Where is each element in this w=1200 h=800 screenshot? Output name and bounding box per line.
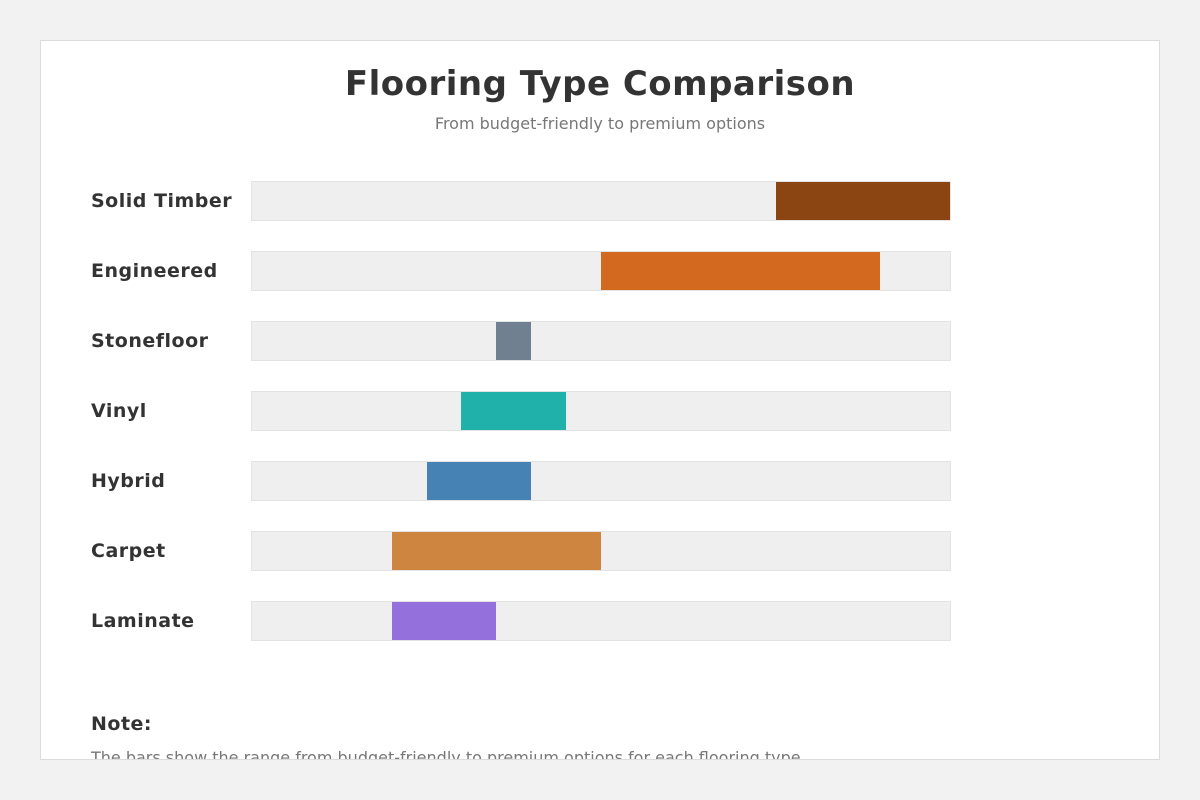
bar-track [251, 251, 951, 291]
note-section: Note: The bars show the range from budge… [41, 711, 1159, 760]
range-bar [391, 532, 601, 570]
chart-row: Laminate [41, 601, 1159, 641]
bar-track [251, 391, 951, 431]
range-bar [426, 462, 532, 500]
range-bar [775, 182, 950, 220]
category-label: Carpet [91, 540, 166, 562]
chart-row: Engineered [41, 251, 1159, 291]
range-bar [391, 602, 497, 640]
category-label: Solid Timber [91, 190, 233, 212]
category-label: Hybrid [91, 470, 166, 492]
chart-row: Solid Timber [41, 181, 1159, 221]
range-bar [601, 252, 881, 290]
chart-title: Flooring Type Comparison [344, 64, 856, 104]
chart-row: Carpet [41, 531, 1159, 571]
category-label: Vinyl [91, 400, 147, 422]
chart-row: Hybrid [41, 461, 1159, 501]
chart-row: Stonefloor [41, 321, 1159, 361]
category-label: Stonefloor [91, 330, 209, 352]
bar-track [251, 461, 951, 501]
chart-subtitle: From budget-friendly to premium options [434, 114, 766, 133]
chart-rows: Solid Timber Engineered Stonefloor Vinyl Hyb… [41, 181, 1159, 641]
chart-row: Vinyl [41, 391, 1159, 431]
bar-track [251, 181, 951, 221]
range-bar [461, 392, 567, 430]
category-label: Engineered [91, 260, 218, 282]
note-text: The bars show the range from budget-frie… [91, 748, 806, 760]
chart-header: Flooring Type Comparison From budget-fri… [41, 41, 1159, 135]
note-heading: Note: [91, 713, 153, 735]
category-label: Laminate [91, 610, 195, 632]
range-bar-chart: Solid Timber Engineered Stonefloor Vinyl Hyb… [41, 181, 1159, 641]
bar-track [251, 601, 951, 641]
bar-track [251, 531, 951, 571]
chart-card: Flooring Type Comparison From budget-fri… [40, 40, 1160, 760]
range-bar [496, 322, 532, 360]
bar-track [251, 321, 951, 361]
